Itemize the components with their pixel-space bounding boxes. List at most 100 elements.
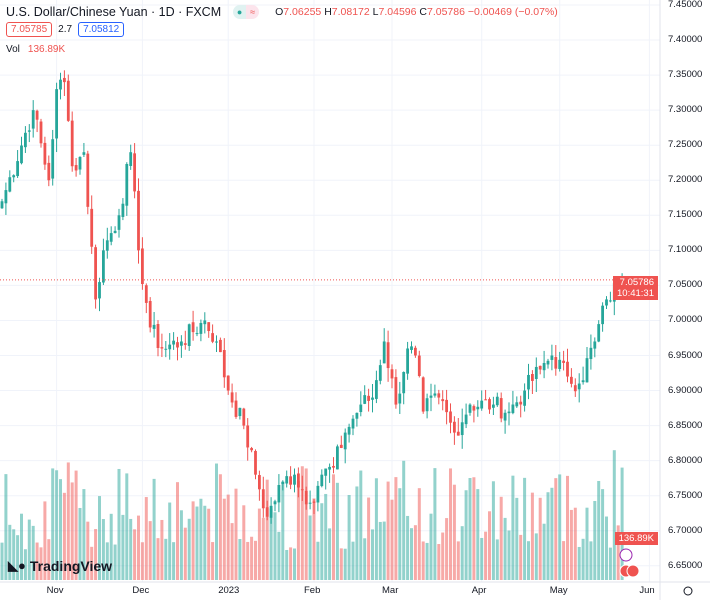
volume-bar — [538, 497, 542, 580]
candle-body — [609, 300, 612, 302]
volume-bar — [530, 492, 534, 580]
candle-body — [137, 190, 140, 251]
tradingview-logo[interactable]: ◣● TradingView — [8, 558, 113, 574]
candle-body — [320, 474, 324, 487]
candle-body — [144, 285, 148, 303]
candle-body — [82, 152, 86, 155]
candle-body — [281, 481, 285, 485]
candle-body — [20, 145, 23, 164]
candle-body — [203, 320, 207, 325]
y-tick-label: 7.05000 — [668, 279, 703, 291]
y-tick-label: 7.25000 — [668, 139, 703, 151]
volume-bar — [464, 490, 468, 580]
volume-bar — [612, 450, 616, 580]
candle-body — [355, 412, 359, 419]
candle-body — [336, 446, 339, 470]
volume-bar — [546, 492, 550, 580]
candle-body — [589, 347, 593, 360]
market-status[interactable]: ● ≈ — [233, 5, 260, 19]
volume-bar — [589, 541, 593, 580]
candle-body — [199, 322, 203, 334]
settings-gear-icon — [683, 586, 693, 596]
volume-bar — [234, 488, 238, 580]
candle-body — [90, 208, 94, 247]
volume-legend: Vol 136.89K — [6, 44, 66, 55]
volume-bar — [164, 538, 168, 580]
candle-body — [152, 324, 156, 329]
volume-bar — [137, 515, 140, 580]
candle-body — [441, 399, 445, 402]
volume-bar — [117, 468, 121, 580]
event-flash-icon — [619, 548, 633, 562]
candle-body — [74, 165, 78, 171]
candle-body — [456, 431, 460, 436]
candle-body — [488, 399, 491, 410]
volume-bar — [605, 516, 608, 580]
candle-body — [581, 380, 585, 383]
volume-bar — [573, 507, 577, 580]
candle-body — [86, 153, 90, 207]
volume-bar — [445, 518, 449, 580]
candle-body — [573, 385, 577, 392]
candle-body — [98, 282, 101, 299]
buy-button[interactable]: 7.05812 — [78, 22, 125, 37]
candle-body — [343, 432, 347, 450]
volume-bar — [425, 542, 429, 580]
candle-body — [191, 322, 195, 333]
candle-body — [414, 347, 417, 356]
volume-bar — [187, 518, 191, 580]
volume-bar — [542, 523, 546, 580]
volume-bar — [413, 525, 417, 580]
candle-body — [78, 156, 82, 170]
y-tick-label: 6.70000 — [668, 524, 703, 536]
candle-body — [394, 377, 398, 405]
volume-bar — [421, 541, 425, 580]
volume-bar — [218, 474, 222, 580]
candle-body — [312, 501, 316, 503]
candle-body — [359, 404, 363, 413]
candle-body — [534, 366, 538, 379]
volume-bar — [386, 481, 390, 580]
candle-body — [265, 507, 269, 517]
y-tick-label: 7.10000 — [668, 244, 703, 256]
candle-body — [8, 177, 12, 192]
volume-bar — [90, 546, 94, 580]
candle-body — [519, 401, 523, 405]
sell-button[interactable]: 7.05785 — [6, 22, 53, 37]
candle-body — [460, 422, 464, 436]
candle-body — [550, 355, 554, 360]
volume-bar — [363, 538, 367, 580]
volume-bar — [499, 496, 503, 580]
volume-bar — [359, 470, 363, 580]
volume-bar — [449, 468, 452, 580]
volume-bar — [133, 529, 137, 580]
volume-bar — [257, 508, 261, 580]
candle-body — [133, 153, 136, 192]
volume-bar — [390, 499, 394, 580]
volume-tag: 136.89K — [614, 532, 658, 545]
volume-bar — [616, 525, 620, 580]
volume-bar — [472, 477, 476, 580]
candle-body — [47, 162, 51, 181]
candle-body — [558, 359, 562, 369]
y-tick-label: 7.15000 — [668, 209, 703, 221]
volume-bar — [511, 475, 515, 580]
volume-bar — [300, 466, 304, 580]
candle-body — [43, 142, 47, 165]
candle-body — [480, 400, 484, 409]
candle-body — [542, 363, 546, 371]
symbol-title[interactable]: U.S. Dollar/Chinese Yuan · 1D · FXCM — [6, 5, 222, 19]
volume-bar — [328, 528, 332, 580]
volume-bar — [355, 486, 359, 580]
candle-body — [63, 77, 66, 83]
x-tick-label: May — [549, 585, 568, 596]
candle-body — [176, 342, 179, 348]
volume-bar — [78, 507, 82, 580]
volume-bar — [273, 512, 277, 580]
candle-body — [324, 468, 328, 476]
volume-bar — [250, 536, 254, 580]
volume-bar — [488, 511, 491, 580]
volume-bar — [199, 498, 203, 580]
candle-body — [242, 408, 246, 426]
